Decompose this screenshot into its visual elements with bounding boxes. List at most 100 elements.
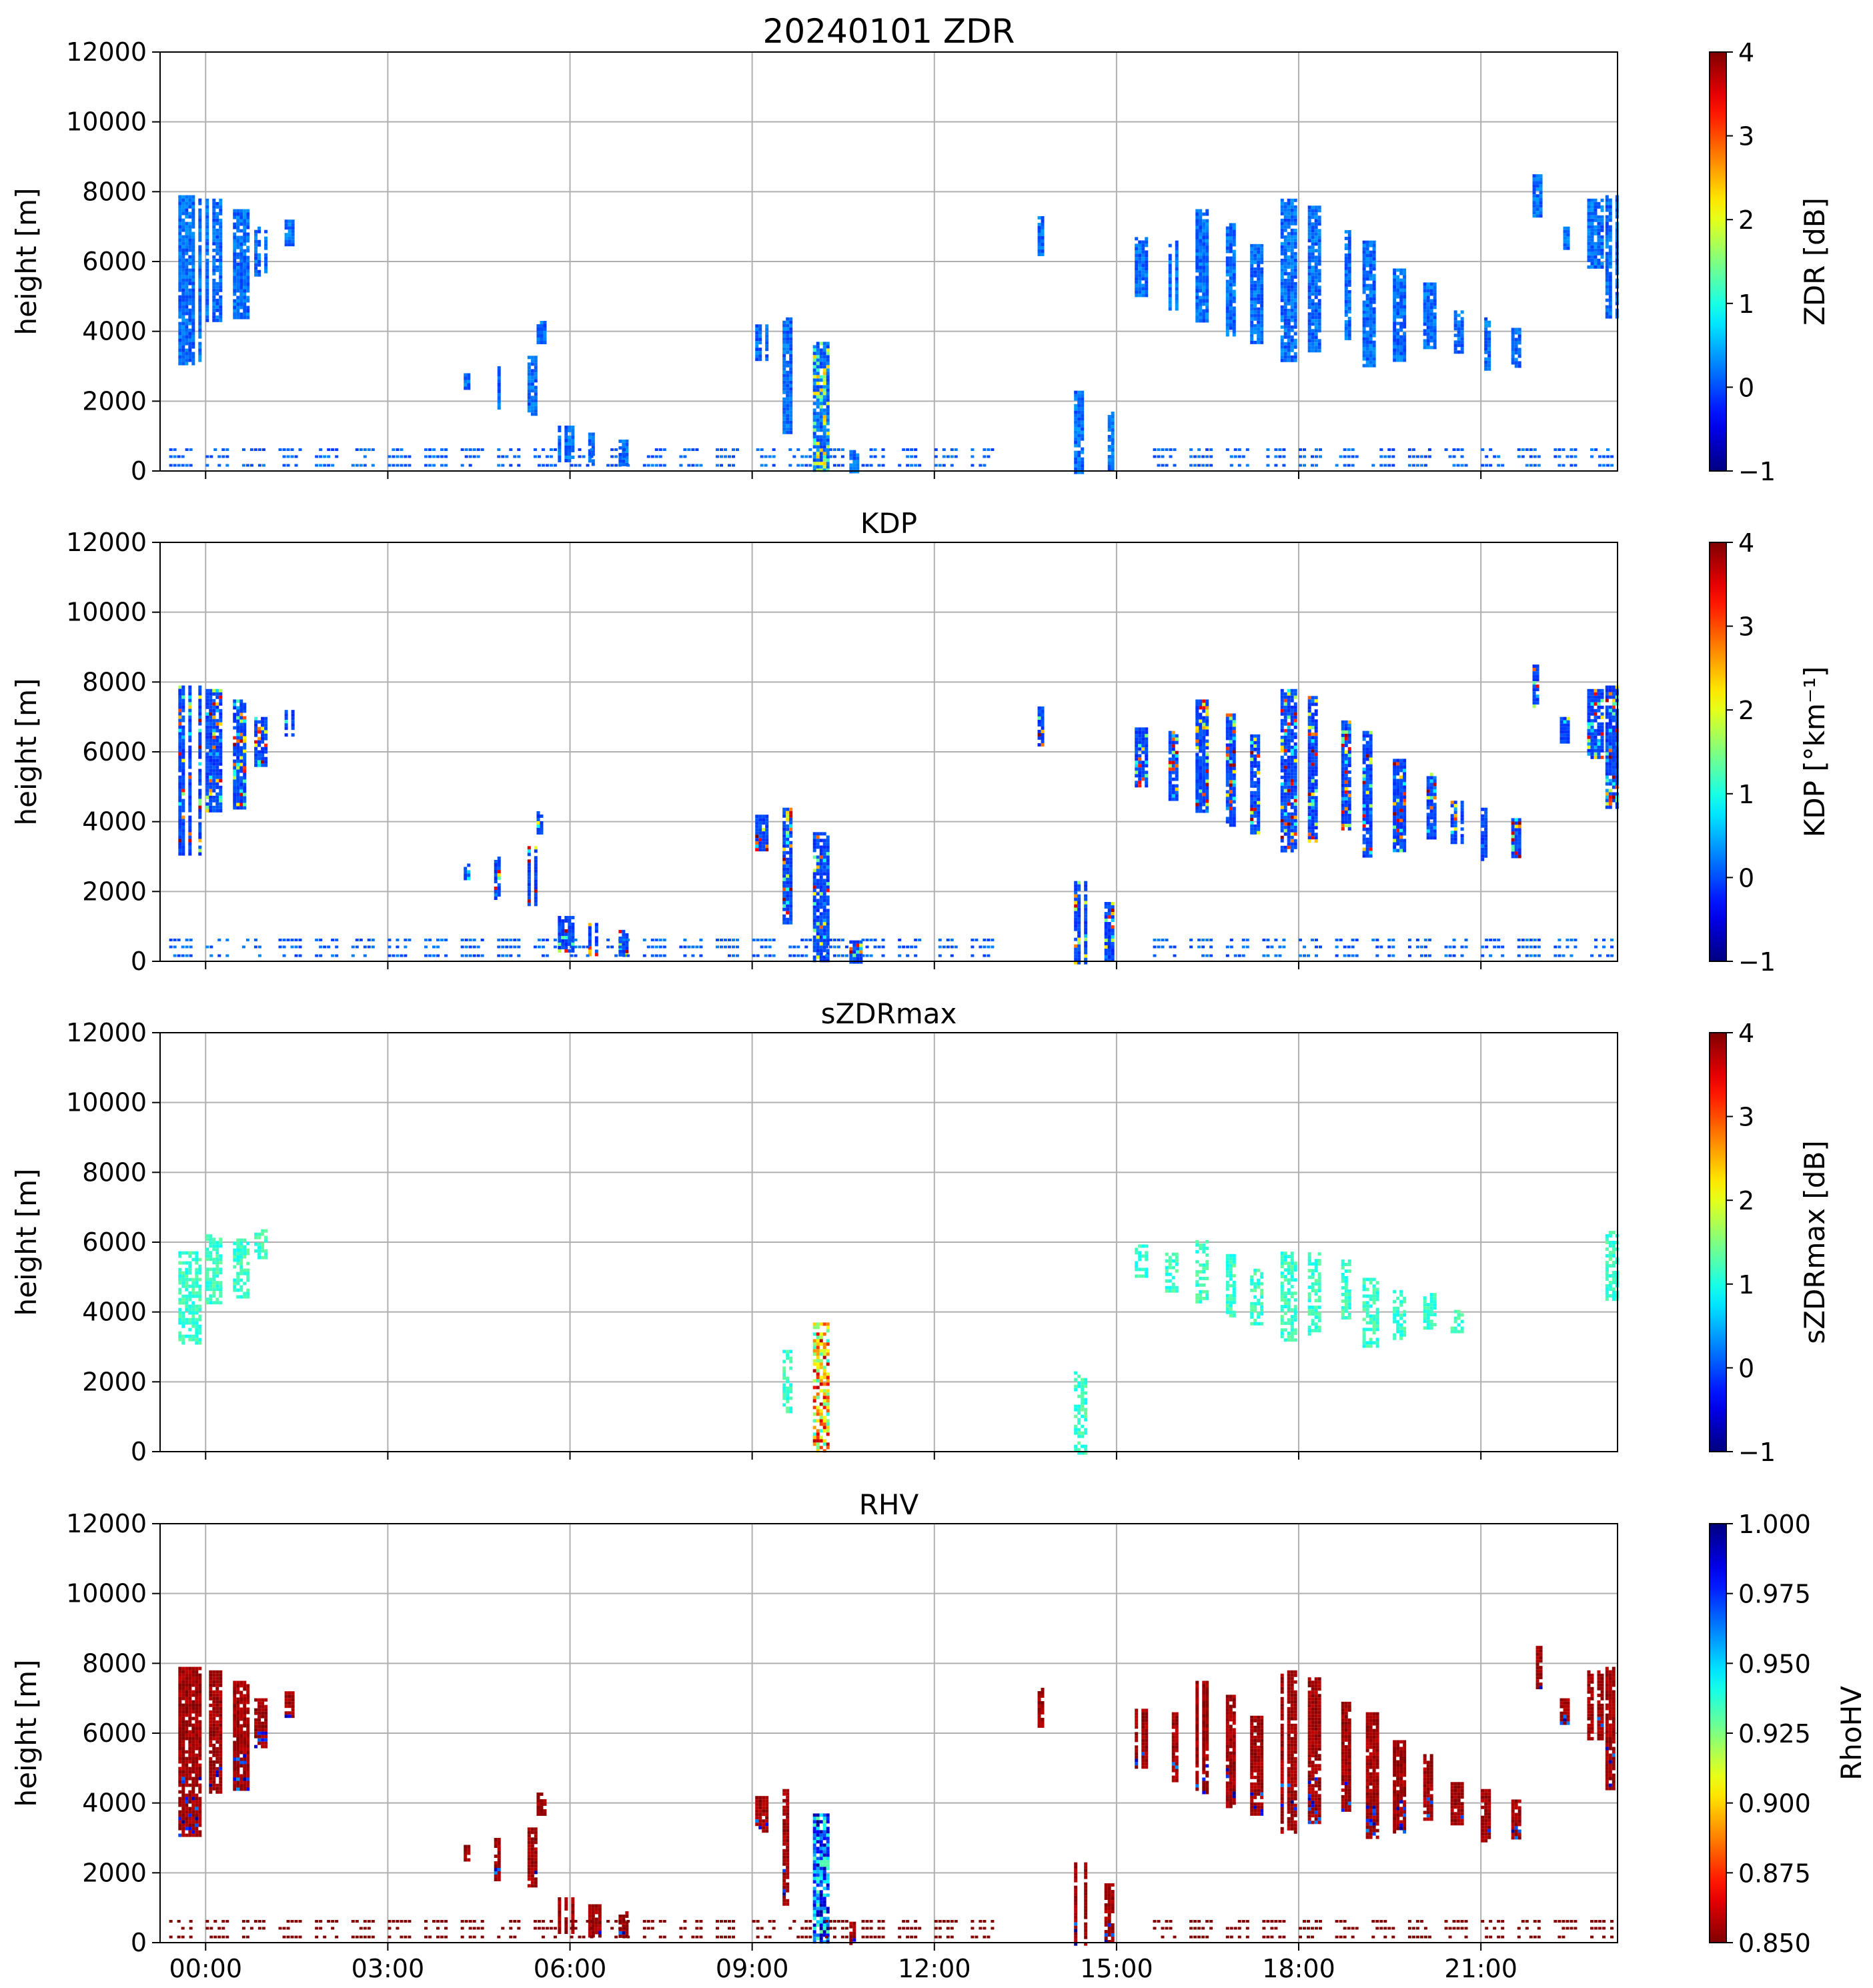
data-cell [233, 773, 237, 777]
data-cell [181, 845, 185, 849]
data-cell [198, 255, 202, 259]
data-cell [284, 243, 288, 247]
data-cell [1175, 767, 1179, 771]
data-cell [1253, 274, 1257, 278]
clutter-cell [1452, 464, 1456, 467]
data-cell [1608, 275, 1612, 279]
data-cell [1587, 215, 1591, 219]
data-cell [782, 400, 786, 404]
data-cell [1202, 726, 1206, 730]
data-cell [1362, 243, 1366, 247]
data-cell [819, 412, 823, 416]
data-cell [849, 940, 853, 944]
data-cell [1429, 346, 1433, 350]
data-cell [198, 248, 202, 252]
data-cell [1250, 797, 1254, 801]
data-cell [1426, 332, 1430, 336]
data-cell [786, 410, 790, 414]
clutter-cell [914, 455, 918, 458]
data-cell [1369, 287, 1373, 291]
data-cell [1084, 954, 1088, 958]
clutter-cell [1266, 448, 1270, 451]
data-cell [1257, 254, 1261, 258]
data-cell [789, 921, 793, 925]
data-cell [782, 851, 786, 855]
data-cell [1280, 235, 1284, 239]
data-cell [1229, 763, 1233, 767]
data-cell [1205, 729, 1209, 733]
data-cell [188, 302, 192, 306]
data-cell [534, 893, 538, 897]
data-cell [1453, 310, 1457, 314]
data-cell [1253, 757, 1257, 761]
data-cell [812, 912, 816, 916]
data-cell [1290, 205, 1294, 209]
data-cell [178, 762, 182, 766]
clutter-cell [824, 448, 828, 451]
data-cell [822, 452, 826, 456]
data-cell [467, 376, 471, 380]
data-cell [1539, 187, 1543, 191]
data-cell [1605, 231, 1609, 235]
clutter-cell [497, 464, 501, 467]
data-cell [188, 238, 192, 242]
data-cell [191, 332, 195, 336]
data-cell [236, 732, 240, 736]
data-cell [236, 786, 240, 790]
data-cell [527, 362, 531, 366]
data-cell [1250, 330, 1254, 334]
data-cell [205, 221, 209, 225]
data-cell [1487, 324, 1491, 328]
data-cell [789, 874, 793, 878]
data-cell [1280, 745, 1284, 749]
clutter-cell [541, 448, 545, 451]
data-cell [1107, 945, 1111, 949]
clutter-cell [1419, 464, 1423, 467]
data-cell [181, 198, 185, 202]
clutter-cell [1303, 464, 1307, 467]
clutter-cell [1489, 448, 1493, 451]
data-cell [812, 945, 816, 949]
data-cell [1311, 309, 1315, 313]
data-cell [178, 198, 182, 202]
data-cell [215, 728, 219, 732]
data-cell [219, 742, 223, 746]
data-cell [257, 750, 261, 754]
data-cell [1225, 246, 1229, 250]
data-cell [233, 803, 237, 807]
data-cell [527, 889, 531, 893]
data-cell [826, 932, 830, 936]
data-cell [233, 259, 237, 263]
data-cell [1232, 250, 1236, 254]
data-cell [1257, 327, 1261, 331]
data-cell [254, 263, 258, 267]
data-cell [755, 828, 759, 832]
data-cell [181, 702, 185, 706]
data-cell [1081, 407, 1085, 411]
data-cell [1307, 256, 1311, 260]
data-cell [1250, 734, 1254, 738]
data-cell [233, 276, 237, 280]
data-cell [564, 455, 568, 459]
data-cell [1202, 796, 1206, 800]
data-cell [243, 229, 247, 233]
data-cell [198, 355, 202, 359]
data-cell [178, 278, 182, 282]
data-cell [1253, 784, 1257, 788]
data-cell [1199, 312, 1203, 316]
data-cell [1426, 282, 1430, 286]
data-cell [527, 389, 531, 393]
data-cell [1037, 736, 1041, 740]
data-cell [568, 458, 572, 462]
data-cell [191, 355, 195, 359]
data-cell [822, 458, 826, 462]
data-cell [758, 815, 762, 819]
data-cell [1365, 350, 1369, 354]
data-cell [1587, 231, 1591, 235]
data-cell [826, 442, 830, 446]
clutter-cell [217, 455, 221, 458]
data-cell [826, 862, 830, 866]
data-cell [212, 295, 216, 299]
data-cell [1362, 314, 1366, 318]
data-cell [181, 842, 185, 846]
